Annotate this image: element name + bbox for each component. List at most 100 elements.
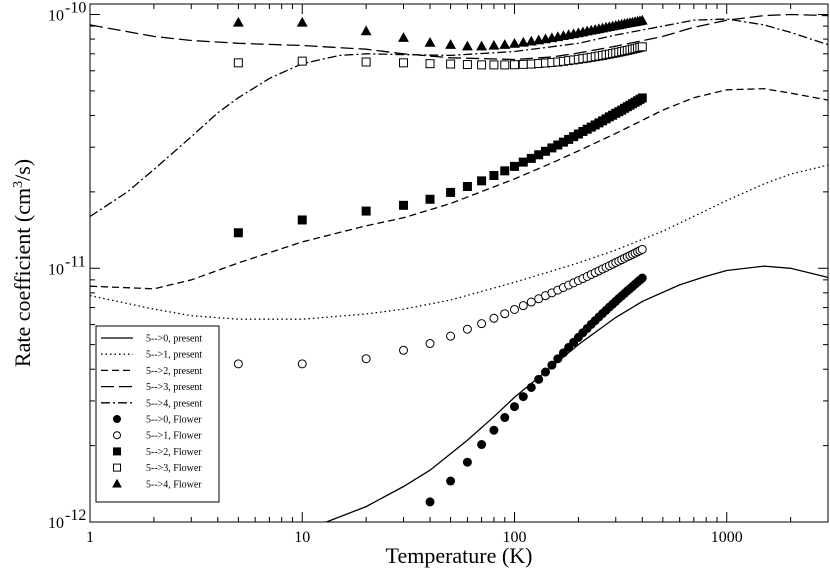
data-point xyxy=(518,392,528,402)
data-point xyxy=(488,39,500,50)
y-tick-label-exponent: -11 xyxy=(65,253,86,270)
data-point xyxy=(489,425,499,435)
data-point xyxy=(425,497,435,507)
legend-marker-sample xyxy=(113,431,121,440)
legend-label: 5-->0, Flower xyxy=(146,415,202,426)
data-point xyxy=(509,304,519,314)
data-point xyxy=(636,14,648,25)
data-point xyxy=(509,161,519,171)
legend-box xyxy=(95,325,220,503)
data-point xyxy=(233,359,243,369)
series-line-5-4-present xyxy=(90,18,828,218)
series-points-5-1-flower xyxy=(233,244,647,369)
axis-ticks xyxy=(89,4,829,523)
series-line-5-0-present xyxy=(326,265,828,522)
data-point xyxy=(553,354,563,364)
data-point xyxy=(361,354,371,364)
plot-frame xyxy=(89,3,829,523)
data-point xyxy=(509,37,520,48)
data-point xyxy=(461,40,473,51)
data-point xyxy=(462,181,472,191)
data-point xyxy=(489,171,499,181)
data-point xyxy=(500,60,510,70)
data-point xyxy=(518,59,528,69)
data-point xyxy=(477,440,487,450)
legend-label: 5-->0, present xyxy=(146,334,202,345)
data-point xyxy=(534,374,544,384)
legend-label: 5-->3, Flower xyxy=(146,463,202,474)
data-point xyxy=(399,200,409,210)
data-point xyxy=(489,60,499,70)
data-point xyxy=(637,273,647,283)
data-point xyxy=(500,413,510,423)
data-point xyxy=(500,309,510,319)
legend-item: 5-->1, Flower xyxy=(113,431,202,442)
data-point xyxy=(399,58,409,68)
data-point xyxy=(518,301,528,311)
legend-entries: 5-->0, present 5-->1, present 5-->2, prese… xyxy=(101,334,202,490)
data-point xyxy=(518,157,528,167)
data-point xyxy=(477,176,487,186)
data-point xyxy=(526,382,536,392)
legend-label: 5-->1, Flower xyxy=(146,431,202,442)
legend-item: 5-->1, present xyxy=(101,350,202,361)
data-point xyxy=(525,35,537,46)
data-point xyxy=(232,16,244,27)
data-point xyxy=(526,153,536,163)
data-point xyxy=(637,244,647,254)
data-point xyxy=(637,42,647,52)
x-tick-label: 10 xyxy=(294,529,310,546)
data-point xyxy=(446,476,456,486)
data-point xyxy=(233,228,243,238)
series-layer xyxy=(90,13,828,522)
data-point xyxy=(446,187,456,197)
data-point xyxy=(526,59,536,69)
series-points-5-4-flower xyxy=(232,14,648,51)
y-axis-label: Rate coefficient (cm3/s) xyxy=(10,159,35,367)
data-point xyxy=(476,40,488,51)
data-point xyxy=(361,206,371,216)
data-point xyxy=(477,319,487,329)
legend-label: 5-->3, present xyxy=(146,382,202,393)
data-point xyxy=(462,324,472,334)
y-tick-label: 10 xyxy=(48,261,64,278)
y-tick-label: 10 xyxy=(48,8,64,25)
data-point xyxy=(526,297,536,307)
legend-item: 5-->0, present xyxy=(101,334,202,345)
legend-label: 5-->4, Flower xyxy=(146,479,202,490)
series-points-5-0-flower xyxy=(425,273,647,507)
data-point xyxy=(361,57,371,67)
legend-item: 5-->0, Flower xyxy=(113,415,202,426)
data-point xyxy=(500,166,510,176)
data-point xyxy=(446,331,456,341)
x-axis-label: Temperature (K) xyxy=(386,543,533,568)
legend-item: 5-->3, Flower xyxy=(113,463,202,474)
data-point xyxy=(558,348,568,358)
data-point xyxy=(499,39,511,49)
data-point xyxy=(445,39,457,49)
y-axis-label-main: Rate coefficient (cm xyxy=(10,188,35,367)
legend-marker-sample xyxy=(113,447,121,456)
data-point xyxy=(509,402,519,412)
legend-label: 5-->4, present xyxy=(146,398,202,409)
data-point xyxy=(297,215,307,225)
series-line-5-1-present xyxy=(90,164,828,320)
x-tick-label: 1 xyxy=(86,529,94,546)
legend-label: 5-->2, present xyxy=(146,366,202,377)
data-point xyxy=(424,36,436,47)
data-point xyxy=(509,60,519,70)
legend-item: 5-->4, present xyxy=(101,398,202,409)
legend-marker-sample xyxy=(112,478,122,488)
data-point xyxy=(425,339,435,349)
legend-item: 5-->2, present xyxy=(101,366,202,377)
data-point xyxy=(297,56,307,66)
legend: 5-->0, present 5-->1, present 5-->2, prese… xyxy=(95,325,220,503)
legend-item: 5-->3, present xyxy=(101,382,202,393)
data-point xyxy=(541,367,551,377)
x-tick-labels: 1 10 100 1000 xyxy=(86,529,743,546)
data-point xyxy=(399,345,409,355)
series-points-5-2-flower xyxy=(233,93,647,238)
y-axis-label-tail: /s) xyxy=(10,159,35,181)
legend-marker-sample xyxy=(113,415,121,423)
